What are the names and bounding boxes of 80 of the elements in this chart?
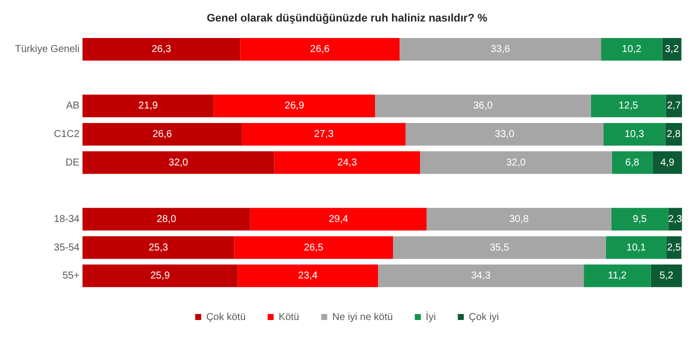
bar: [82, 236, 234, 259]
bar: [250, 208, 427, 231]
legend-label: Çok iyi: [468, 312, 499, 323]
data-label: 10,3: [624, 129, 645, 140]
data-label: 6,8: [625, 157, 640, 168]
bar: [606, 236, 666, 259]
data-label: 26,5: [304, 242, 324, 254]
y-tick-label: 55+: [62, 270, 80, 282]
data-label: 25,3: [148, 242, 168, 254]
bar: [82, 94, 214, 118]
data-label: 26,9: [284, 100, 305, 112]
bar: [393, 236, 606, 259]
y-tick-label: 18-34: [54, 214, 80, 225]
bar: [82, 264, 238, 288]
y-tick-label: C1C2: [54, 129, 80, 140]
data-label: 26,3: [152, 44, 172, 56]
bar: [234, 236, 394, 259]
bar: [82, 208, 250, 231]
bar: [590, 94, 666, 118]
data-label: 34,3: [471, 270, 492, 282]
data-label: 26,6: [310, 44, 330, 56]
bar: [375, 94, 591, 118]
bar: [612, 151, 653, 174]
y-tick-label: Türkiye Geneli: [15, 44, 80, 56]
bar: [666, 94, 682, 118]
data-label: 32,0: [506, 157, 526, 168]
data-label: 26,6: [152, 129, 172, 140]
data-label: 2,7: [666, 100, 682, 112]
data-label: 2,5: [666, 242, 682, 254]
data-label: 21,9: [138, 100, 158, 112]
data-label: 10,1: [626, 242, 646, 254]
data-label: 9,5: [632, 214, 648, 225]
data-label: 25,9: [150, 270, 170, 282]
data-label: 11,2: [608, 270, 628, 282]
data-label: 2,3: [668, 214, 682, 225]
data-label: 33,0: [494, 129, 515, 140]
y-tick-label: DE: [66, 157, 80, 168]
data-label: 28,0: [156, 214, 177, 225]
data-label: 2,8: [666, 129, 681, 140]
legend-label: Çok kötü: [206, 312, 246, 323]
bar: [242, 122, 406, 146]
bar: [274, 151, 420, 174]
bar: [240, 38, 400, 61]
data-label: 32,0: [168, 157, 189, 168]
data-label: 27,3: [314, 129, 334, 140]
legend-label: Kötü: [278, 312, 300, 323]
data-label: 10,2: [622, 44, 642, 56]
bar: [82, 122, 242, 146]
bar: [406, 122, 604, 146]
bar: [400, 38, 602, 61]
bar: [378, 264, 584, 288]
data-label: 24,3: [337, 157, 358, 168]
data-label: 35,5: [490, 242, 510, 254]
data-label: 36,0: [473, 100, 494, 112]
bar: [603, 122, 666, 146]
bar: [82, 38, 240, 61]
bar: [584, 264, 651, 288]
bar: [214, 94, 376, 118]
legend-label: İyi: [426, 310, 436, 323]
bar: [601, 38, 662, 61]
bar: [652, 151, 682, 174]
bar: [611, 208, 668, 231]
legend-label: Ne iyi ne kötü: [332, 312, 393, 323]
bar: [650, 264, 682, 288]
bar: [238, 264, 378, 288]
chart-title: Genel olarak düşündüğünüzde ruh haliniz nasıldır? %: [206, 12, 488, 25]
data-label: 12,5: [618, 100, 639, 112]
data-label: 3,2: [664, 44, 680, 56]
y-tick-label: 35-54: [54, 242, 80, 254]
data-label: 23,4: [298, 270, 318, 282]
data-label: 5,2: [659, 270, 674, 282]
data-label: 4,9: [660, 157, 675, 168]
data-label: 30,8: [509, 214, 530, 225]
y-tick-label: AB: [66, 100, 80, 112]
bar: [662, 38, 682, 61]
bar: [420, 151, 612, 174]
bar: [426, 208, 612, 231]
data-label: 29,4: [328, 214, 349, 225]
bar: [82, 151, 274, 174]
data-label: 33,6: [490, 44, 511, 56]
